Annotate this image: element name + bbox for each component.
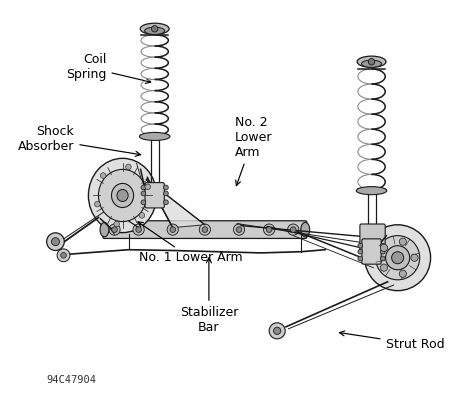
Ellipse shape	[301, 222, 310, 237]
Circle shape	[133, 224, 144, 235]
Circle shape	[141, 191, 146, 196]
Circle shape	[46, 233, 64, 251]
Circle shape	[152, 26, 158, 32]
Ellipse shape	[357, 56, 386, 67]
Text: No. 2
Lower
Arm: No. 2 Lower Arm	[235, 116, 273, 186]
Circle shape	[288, 224, 299, 235]
FancyBboxPatch shape	[362, 239, 381, 264]
Ellipse shape	[117, 189, 128, 202]
Text: 94C47904: 94C47904	[46, 375, 96, 385]
Circle shape	[365, 225, 430, 291]
Circle shape	[164, 191, 168, 196]
Text: No. 1 Lower Arm: No. 1 Lower Arm	[138, 222, 242, 264]
Circle shape	[375, 236, 420, 280]
Circle shape	[399, 238, 407, 245]
Circle shape	[368, 58, 375, 65]
FancyBboxPatch shape	[103, 221, 307, 239]
Ellipse shape	[99, 169, 146, 222]
Circle shape	[141, 200, 146, 205]
Circle shape	[199, 224, 210, 235]
Circle shape	[411, 254, 418, 261]
Ellipse shape	[356, 187, 387, 195]
Ellipse shape	[140, 23, 169, 34]
Circle shape	[114, 221, 119, 227]
Circle shape	[380, 243, 385, 248]
Circle shape	[164, 185, 168, 190]
Circle shape	[236, 227, 242, 233]
Circle shape	[291, 227, 296, 233]
Circle shape	[233, 224, 245, 235]
Circle shape	[269, 323, 285, 339]
Circle shape	[136, 227, 141, 233]
Circle shape	[139, 213, 145, 218]
Circle shape	[170, 227, 175, 233]
Text: Strut Rod: Strut Rod	[339, 331, 444, 351]
Circle shape	[94, 202, 100, 207]
Ellipse shape	[362, 60, 382, 67]
Circle shape	[145, 184, 151, 190]
Ellipse shape	[139, 133, 170, 141]
Circle shape	[380, 256, 385, 261]
Circle shape	[266, 227, 272, 233]
Circle shape	[380, 249, 385, 254]
Circle shape	[52, 238, 60, 246]
Text: Coil
Spring: Coil Spring	[66, 53, 151, 83]
Text: Shock
Absorber: Shock Absorber	[18, 125, 141, 156]
Circle shape	[380, 244, 388, 251]
Ellipse shape	[111, 183, 134, 208]
Circle shape	[273, 327, 281, 334]
Circle shape	[109, 224, 120, 235]
Circle shape	[358, 243, 363, 248]
FancyBboxPatch shape	[145, 183, 164, 208]
Circle shape	[167, 224, 178, 235]
Ellipse shape	[89, 158, 157, 233]
Circle shape	[202, 227, 208, 233]
Circle shape	[358, 256, 363, 261]
Polygon shape	[146, 179, 205, 228]
Circle shape	[57, 249, 70, 262]
Circle shape	[164, 200, 168, 205]
Ellipse shape	[100, 222, 109, 237]
Circle shape	[61, 253, 66, 258]
Text: Stabilizer
Bar: Stabilizer Bar	[180, 258, 238, 334]
Circle shape	[264, 224, 275, 235]
Circle shape	[100, 173, 106, 179]
Circle shape	[141, 185, 146, 190]
Circle shape	[385, 246, 410, 270]
Circle shape	[126, 164, 131, 170]
Circle shape	[112, 227, 118, 233]
Circle shape	[392, 252, 404, 264]
Circle shape	[358, 249, 363, 254]
Circle shape	[399, 270, 407, 277]
FancyBboxPatch shape	[360, 224, 385, 251]
Ellipse shape	[145, 27, 164, 34]
Circle shape	[380, 264, 388, 271]
